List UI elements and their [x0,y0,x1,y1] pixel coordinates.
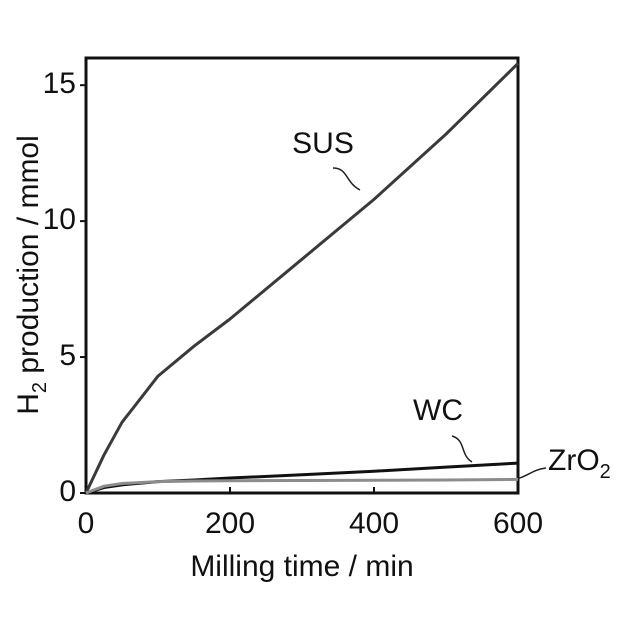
series-label: ZrO2 [548,444,611,483]
series-line [86,463,518,493]
x-tick-label: 400 [349,507,399,540]
x-tick-label: 0 [78,507,95,540]
y-tick-label: 15 [43,67,76,100]
chart: Milling time / min H2 production / mmol … [0,0,640,640]
x-tick-label: 600 [493,507,543,540]
series-label: SUS [292,127,354,160]
x-tick-label: 200 [205,507,255,540]
leader-line [333,168,360,190]
plot-frame [86,58,518,493]
y-tick-label: 0 [59,475,76,508]
y-axis-label: H2 production / mmol [12,135,51,415]
x-axis-label: Milling time / min [190,550,413,583]
leader-line [452,436,472,462]
y-tick-label: 10 [43,203,76,236]
page: Milling time / min H2 production / mmol … [0,0,640,640]
series-line [86,479,518,493]
series-label: WC [413,394,463,427]
y-tick-label: 5 [59,339,76,372]
